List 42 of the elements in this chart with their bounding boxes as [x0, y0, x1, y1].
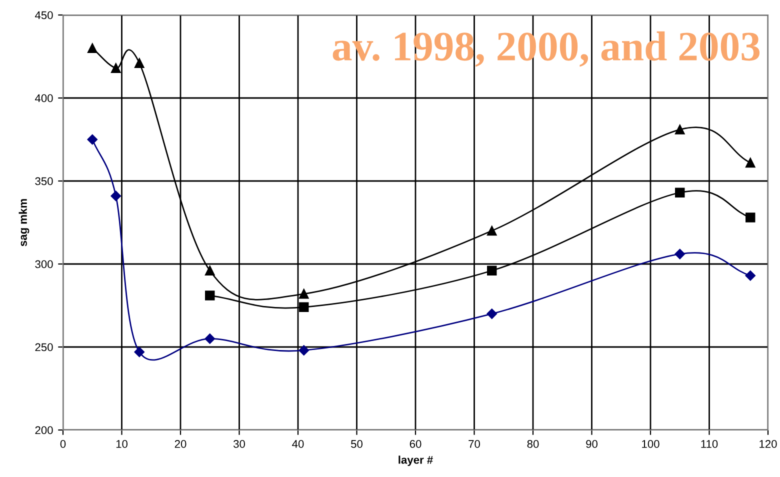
x-axis-title: layer #: [398, 456, 433, 466]
point: [134, 346, 144, 358]
point: [111, 63, 121, 73]
point: [675, 124, 685, 134]
point: [205, 290, 215, 300]
x-tick-label: 30: [233, 440, 245, 448]
point: [675, 188, 685, 198]
x-tick-label: 80: [527, 440, 539, 448]
point: [746, 212, 756, 222]
point: [487, 266, 497, 276]
point: [134, 58, 144, 68]
point: [110, 190, 121, 202]
x-tick-label: 60: [410, 440, 422, 448]
point: [746, 158, 756, 168]
y-tick-label: 400: [34, 94, 53, 102]
point: [299, 289, 309, 299]
point: [487, 226, 497, 236]
x-tick-label: 40: [292, 440, 304, 448]
point: [87, 134, 98, 145]
x-tick-label: 0: [60, 440, 66, 448]
x-tick-label: 50: [351, 440, 362, 448]
x-tick-label: 10: [116, 440, 128, 448]
point: [745, 270, 756, 281]
y-tick-label: 450: [34, 11, 53, 20]
y-tick-label: 200: [35, 426, 53, 434]
x-tick-label: 20: [174, 440, 186, 448]
x-tick-label: 110: [701, 440, 718, 448]
point: [298, 345, 309, 356]
y-tick-label: 350: [35, 177, 53, 186]
x-tick-label: 100: [642, 440, 660, 448]
x-tick-label: 120: [760, 440, 777, 448]
point: [88, 43, 98, 54]
point: [486, 308, 497, 319]
point: [674, 248, 685, 260]
point: [205, 266, 215, 276]
x-tick-label: 90: [586, 440, 598, 448]
point: [204, 334, 215, 344]
y-axis-title: sag mkm: [18, 199, 30, 246]
y-tick-label: 250: [35, 343, 53, 352]
point: [299, 302, 309, 312]
x-tick-label: 70: [468, 440, 480, 448]
y-tick-label: 300: [35, 260, 53, 268]
